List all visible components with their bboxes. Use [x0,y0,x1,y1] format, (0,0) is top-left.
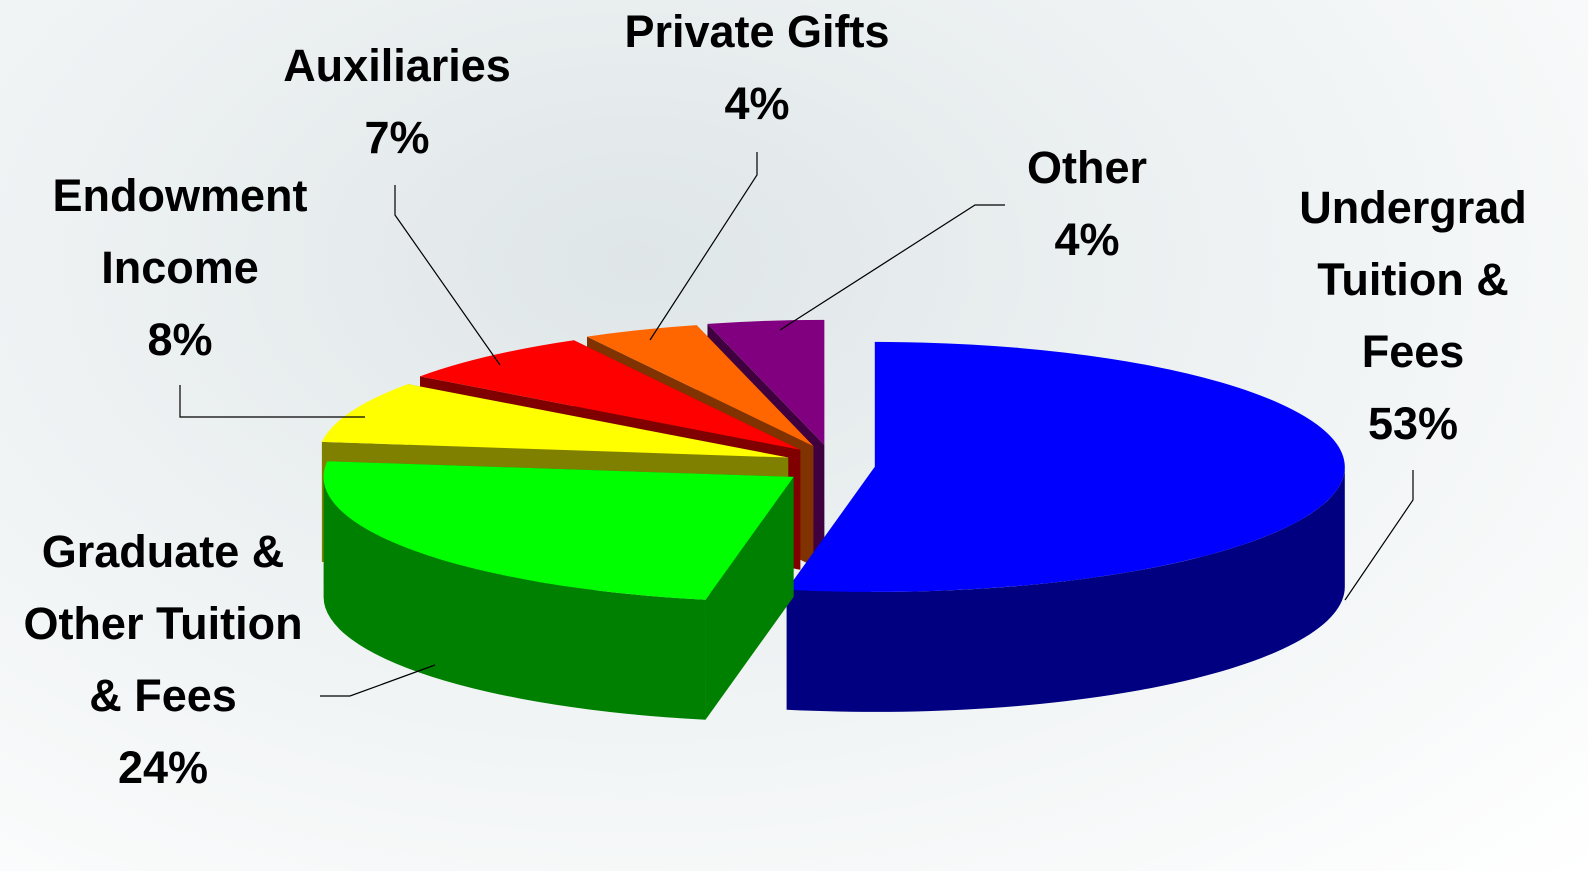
slice-top [707,319,825,445]
slice-label: Undergrad Tuition & Fees 53% [1263,172,1563,460]
value-label: 8% [147,314,213,365]
value-label: 53% [1367,398,1459,449]
slice-top [587,325,814,447]
slice-top [786,341,1345,592]
leader-line [649,152,758,341]
pie-slices [321,319,1345,720]
leader-lines [179,152,1414,697]
slice-top [323,461,794,600]
leader-line [394,185,501,366]
leader-line [320,664,436,697]
slice-top [321,384,789,458]
slice-label: Other 4% [987,132,1187,276]
category-label: Endowment Income [52,170,308,293]
slice-top [420,340,801,450]
slice [323,461,794,720]
slice [786,341,1345,712]
value-label: 4% [724,78,790,129]
slice-label: Private Gifts 4% [577,0,937,140]
category-label: Undergrad Tuition & Fees [1299,182,1527,377]
leader-line [1344,470,1414,601]
leader-line [179,385,365,418]
value-label: 4% [1054,214,1120,265]
slice-label: Graduate & Other Tuition & Fees 24% [13,516,313,804]
value-label: 7% [364,112,430,163]
category-label: Graduate & Other Tuition & Fees [23,526,303,721]
category-label: Private Gifts [624,6,890,57]
slice-label: Auxiliaries 7% [232,30,562,174]
slice-side [786,466,1345,712]
category-label: Other [1026,142,1147,193]
slice-label: Endowment Income 8% [10,160,350,376]
value-label: 24% [117,742,209,793]
slice-side [323,476,706,720]
category-label: Auxiliaries [283,40,511,91]
leader-line [779,204,1005,331]
